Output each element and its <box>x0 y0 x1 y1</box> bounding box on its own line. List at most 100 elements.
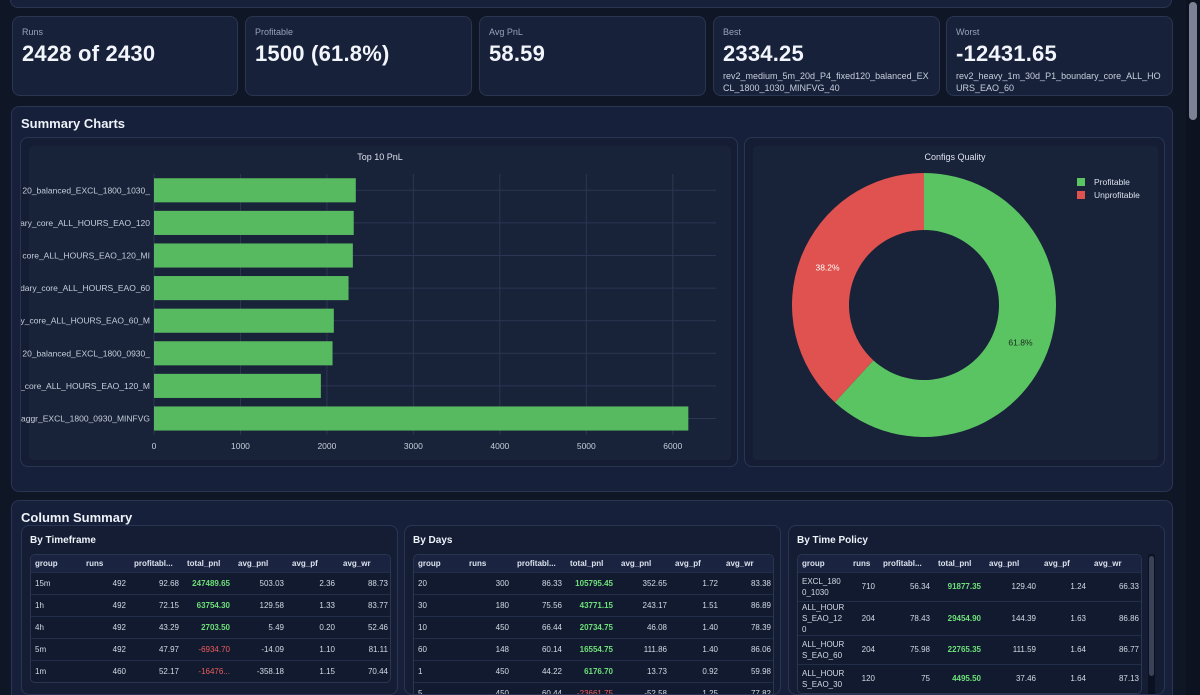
stat-card-runs: Runs 2428 of 2430 <box>12 16 238 96</box>
table-cell: 10 <box>414 615 465 638</box>
table-row: 20 300 86.33 105795.45 352.65 1.72 83.38 <box>414 571 773 594</box>
table-cell: 129.40 <box>985 571 1040 601</box>
table-row: 1m 460 52.17 -16476... -358.18 1.15 70.44 <box>31 659 390 682</box>
table-cell: 710 <box>849 571 879 601</box>
table-cell: 4495.50 <box>934 663 985 693</box>
table-title: By Time Policy <box>797 535 868 546</box>
column-header[interactable]: profitabl... <box>130 555 183 572</box>
column-header[interactable]: total_pnl <box>934 555 985 572</box>
table-cell: 2703.50 <box>183 615 234 638</box>
table-row: ALL_HOURS_EAO_60 204 75.98 22765.35 111.59 1.… <box>798 634 1141 664</box>
table-cell: 4h <box>31 615 82 638</box>
column-header[interactable]: runs <box>849 555 879 572</box>
x-tick-label: 6000 <box>663 441 682 451</box>
stat-value: 2428 of 2430 <box>22 41 156 66</box>
table-cell: 83.38 <box>722 571 773 594</box>
page-scrollbar[interactable] <box>1186 0 1200 695</box>
column-header[interactable]: group <box>414 555 465 572</box>
table-cell: 15m <box>31 571 82 594</box>
table-title: By Days <box>413 535 453 546</box>
table-row: 1 450 44.22 6176.70 13.73 0.92 59.98 <box>414 659 773 682</box>
stat-card-worst: Worst -12431.65 rev2_heavy_1m_30d_P1_bou… <box>946 16 1173 96</box>
stat-card-best: Best 2334.25 rev2_medium_5m_20d_P4_fixed… <box>713 16 940 96</box>
table-cell: 66.33 <box>1090 571 1141 601</box>
stat-value: -12431.65 <box>956 41 1057 66</box>
table-cell: 144.39 <box>985 600 1040 635</box>
column-header[interactable]: avg_wr <box>1090 555 1141 572</box>
column-header[interactable]: avg_wr <box>339 555 390 572</box>
column-header[interactable]: avg_pf <box>1040 555 1090 572</box>
column-header[interactable]: total_pnl <box>183 555 234 572</box>
table-row: 5 450 60.44 -23661.75 -52.58 1.25 77.82 <box>414 681 773 694</box>
column-header[interactable]: avg_pf <box>671 555 722 572</box>
bar <box>154 243 353 268</box>
y-category-label: core_ALL_HOURS_EAO_120_MI <box>22 251 150 261</box>
table-scrollbar-thumb[interactable] <box>1149 556 1154 676</box>
y-category-label: 20_balanced_EXCL_1800_1030_ <box>22 185 150 195</box>
table-cell: 300 <box>465 571 513 594</box>
column-header[interactable]: avg_wr <box>722 555 773 572</box>
table-row: 10 450 66.44 20734.75 46.08 1.40 78.39 <box>414 615 773 638</box>
table-cell: 450 <box>465 681 513 694</box>
donut-chart-svg: Configs Quality 61.8% 38.2% Profitable Unpro… <box>753 146 1158 460</box>
bar <box>154 373 321 398</box>
table-cell: -16476... <box>183 659 234 682</box>
table-cell: 52.46 <box>339 615 390 638</box>
column-header[interactable]: runs <box>82 555 130 572</box>
table-cell: 111.86 <box>617 637 671 660</box>
y-category-label: 20_balanced_EXCL_1800_0930_ <box>22 348 150 358</box>
column-header[interactable]: profitabl... <box>879 555 934 572</box>
column-header[interactable]: profitabl... <box>513 555 566 572</box>
table-cell: 83.77 <box>339 593 390 616</box>
page-scrollbar-thumb[interactable] <box>1189 2 1197 120</box>
table-cell: 72.15 <box>130 593 183 616</box>
table-row: ALL_HOURS_EAO_120 204 78.43 29454.90 144.39 1… <box>798 600 1141 635</box>
legend-label: Profitable <box>1094 177 1130 187</box>
stat-label: Worst <box>956 27 980 37</box>
column-header[interactable]: total_pnl <box>566 555 617 572</box>
table-cell: 56.34 <box>879 571 934 601</box>
table-cell: 352.65 <box>617 571 671 594</box>
table-cell: 92.68 <box>130 571 183 594</box>
column-header[interactable]: runs <box>465 555 513 572</box>
stat-value: 2334.25 <box>723 41 804 66</box>
top10-pnl-chart: Top 10 PnL 0 1000 2000 3000 4000 5000 6000 20_ba… <box>20 137 738 467</box>
table-cell: 60.14 <box>513 637 566 660</box>
table-cell: -23661.75 <box>566 681 617 694</box>
table-card-by-timeframe: By Timeframe group runs profitabl... total_… <box>21 525 398 695</box>
x-tick-label: 1000 <box>231 441 250 451</box>
table-cell: 111.59 <box>985 634 1040 664</box>
table-cell: 492 <box>82 615 130 638</box>
x-tick-label: 2000 <box>317 441 336 451</box>
table-cell: 87.13 <box>1090 663 1141 693</box>
x-tick-label: 4000 <box>490 441 509 451</box>
donut-slice <box>792 173 924 403</box>
table-by-time-policy: group runs profitabl... total_pnl avg_pnl avg… <box>797 554 1142 694</box>
table-cell: 129.58 <box>234 593 288 616</box>
column-header[interactable]: group <box>31 555 82 572</box>
table-cell: ALL_HOURS_EAO_120 <box>798 600 849 635</box>
table-cell: 5m <box>31 637 82 660</box>
section-title: Summary Charts <box>21 116 126 131</box>
legend-label: Unprofitable <box>1094 190 1140 200</box>
column-header[interactable]: avg_pnl <box>617 555 671 572</box>
chart-title: Top 10 PnL <box>357 152 403 162</box>
stat-card-profitable: Profitable 1500 (61.8%) <box>245 16 472 96</box>
column-header[interactable]: group <box>798 555 849 572</box>
column-header[interactable]: avg_pf <box>288 555 339 572</box>
table-cell: 75 <box>879 663 934 693</box>
legend-swatch <box>1077 191 1085 199</box>
table-cell: 5.49 <box>234 615 288 638</box>
table-cell: 86.33 <box>513 571 566 594</box>
stat-label: Runs <box>22 27 44 37</box>
table-cell: 503.03 <box>234 571 288 594</box>
bar <box>154 210 354 235</box>
column-header[interactable]: avg_pnl <box>985 555 1040 572</box>
column-header[interactable]: avg_pnl <box>234 555 288 572</box>
table-cell: 78.43 <box>879 600 934 635</box>
table-cell: ALL_HOURS_EAO_60 <box>798 634 849 664</box>
table-cell: 22765.35 <box>934 634 985 664</box>
bar <box>154 178 356 203</box>
y-category-label: dary_core_ALL_HOURS_EAO_60 <box>21 283 150 293</box>
table-cell: 44.22 <box>513 659 566 682</box>
